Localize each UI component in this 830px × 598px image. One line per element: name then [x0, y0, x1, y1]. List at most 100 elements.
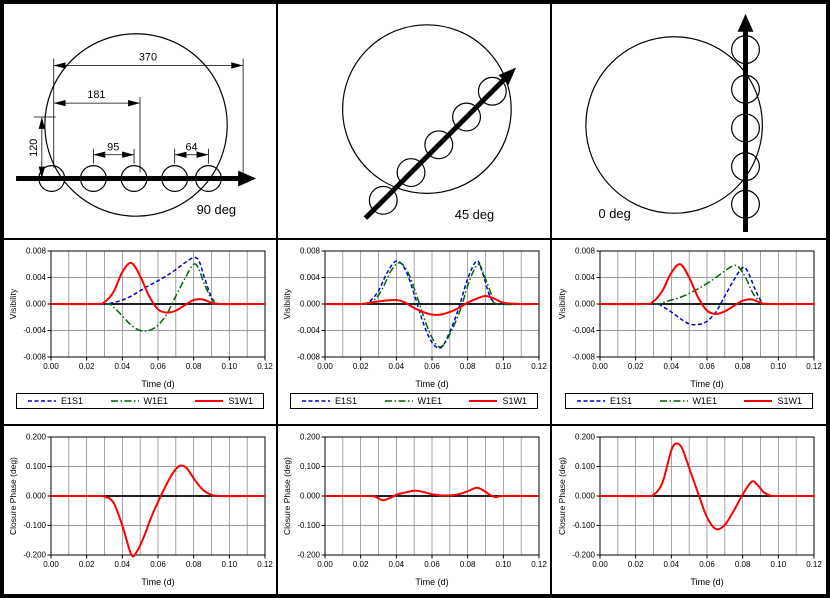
aperture-circle	[585, 36, 763, 214]
legend-line-sample-icon	[302, 400, 330, 402]
svg-text:0.100: 0.100	[26, 462, 47, 471]
svg-text:0.02: 0.02	[79, 560, 95, 569]
panel-visibility-45deg: 0.00 0.02 0.04 0.06 0.08 0.10 0.12 -0.008 -0.004…	[278, 240, 552, 426]
svg-text:0.02: 0.02	[628, 560, 644, 569]
legend-label: W1E1	[417, 396, 443, 406]
legend-label: W1E1	[692, 396, 718, 406]
panel-diagram-45deg: 45 deg	[278, 4, 552, 240]
baseline-arrow-head	[238, 170, 257, 187]
legend-line-sample-icon	[384, 400, 413, 402]
svg-text:-0.004: -0.004	[23, 326, 46, 335]
svg-text:-0.200: -0.200	[297, 551, 320, 560]
closure-phase-chart-45deg: 0.00 0.02 0.04 0.06 0.08 0.10 0.12 -0.200 -0.100…	[282, 433, 547, 587]
svg-text:0.12: 0.12	[257, 362, 273, 371]
aperture-circle	[342, 24, 512, 194]
svg-text:-0.100: -0.100	[297, 521, 320, 530]
visibility-chart-0deg: 0.00 0.02 0.04 0.06 0.08 0.10 0.12 -0.008 -0.004…	[557, 247, 822, 389]
svg-text:0.000: 0.000	[575, 492, 596, 501]
array-diagram-45deg: 45 deg	[342, 24, 517, 222]
svg-text:0.10: 0.10	[222, 362, 238, 371]
svg-text:0.004: 0.004	[575, 273, 596, 282]
svg-text:0.12: 0.12	[257, 560, 273, 569]
svg-text:Visibility: Visibility	[282, 288, 292, 319]
svg-text:0.004: 0.004	[300, 273, 321, 282]
svg-text:0.02: 0.02	[353, 560, 369, 569]
svg-text:Visibility: Visibility	[8, 288, 18, 319]
telescope-circles	[731, 35, 760, 219]
panel-closure-0deg: 0.00 0.02 0.04 0.06 0.08 0.10 0.12 -0.200 -0.100…	[552, 426, 826, 594]
svg-text:0.04: 0.04	[115, 362, 131, 371]
legend-item-s1w1: S1W1	[468, 396, 527, 406]
legend-item-s1w1: S1W1	[194, 396, 253, 406]
svg-text:0.00: 0.00	[43, 560, 59, 569]
svg-text:0.12: 0.12	[806, 560, 822, 569]
svg-text:0.00: 0.00	[592, 362, 608, 371]
svg-text:0.02: 0.02	[79, 362, 95, 371]
svg-text:0.10: 0.10	[496, 560, 512, 569]
svg-text:Time (d): Time (d)	[690, 379, 723, 389]
svg-text:0.04: 0.04	[115, 560, 131, 569]
closure-phase-chart-0deg: 0.00 0.02 0.04 0.06 0.08 0.10 0.12 -0.200 -0.100…	[557, 433, 822, 587]
legend-item-e1s1: E1S1	[301, 396, 357, 406]
svg-text:0.200: 0.200	[575, 433, 596, 442]
legend-line-sample-icon	[577, 400, 605, 402]
svg-text:0.004: 0.004	[26, 273, 47, 282]
svg-text:0.02: 0.02	[628, 362, 644, 371]
svg-text:0.06: 0.06	[424, 560, 440, 569]
svg-text:-0.100: -0.100	[23, 521, 46, 530]
svg-text:0.06: 0.06	[699, 560, 715, 569]
svg-text:0.200: 0.200	[26, 433, 47, 442]
legend-visibility-90deg: E1S1 W1E1 S1W1	[16, 393, 264, 409]
svg-text:Time (d): Time (d)	[415, 577, 448, 587]
telescope-circles	[38, 165, 222, 192]
svg-text:0.000: 0.000	[26, 492, 47, 501]
svg-text:0.06: 0.06	[699, 362, 715, 371]
svg-text:0.00: 0.00	[317, 560, 333, 569]
dim-370-label: 370	[139, 52, 157, 64]
svg-text:0.08: 0.08	[460, 560, 476, 569]
svg-text:0.10: 0.10	[496, 362, 512, 371]
panel-diagram-0deg: 0 deg	[552, 4, 826, 240]
svg-text:-0.100: -0.100	[572, 521, 595, 530]
svg-text:-0.008: -0.008	[23, 353, 46, 362]
svg-text:0.08: 0.08	[735, 362, 751, 371]
svg-text:0.04: 0.04	[664, 560, 680, 569]
panel-closure-90deg: 0.00 0.02 0.04 0.06 0.08 0.10 0.12 -0.200 -0.100…	[4, 426, 278, 594]
legend-label: S1W1	[502, 396, 527, 406]
svg-text:-0.200: -0.200	[23, 551, 46, 560]
svg-text:0.12: 0.12	[806, 362, 822, 371]
svg-text:0.10: 0.10	[771, 362, 787, 371]
svg-text:0.04: 0.04	[389, 560, 405, 569]
panel-closure-45deg: 0.00 0.02 0.04 0.06 0.08 0.10 0.12 -0.200 -0.100…	[278, 426, 552, 594]
closure-phase-chart-90deg: 0.00 0.02 0.04 0.06 0.08 0.10 0.12 -0.200 -0.100…	[8, 433, 273, 587]
legend-label: S1W1	[228, 396, 253, 406]
dim-181-label: 181	[87, 89, 105, 101]
legend-label: W1E1	[143, 396, 169, 406]
svg-text:0.02: 0.02	[353, 362, 369, 371]
svg-text:0.100: 0.100	[575, 462, 596, 471]
svg-text:0.08: 0.08	[186, 560, 202, 569]
angle-label-45deg: 45 deg	[455, 207, 494, 222]
legend-label: E1S1	[335, 396, 358, 406]
baseline-arrow-shaft	[363, 77, 506, 220]
legend-visibility-45deg: E1S1 W1E1 S1W1	[290, 393, 538, 409]
legend-item-w1e1: W1E1	[110, 396, 169, 406]
svg-text:-0.200: -0.200	[572, 551, 595, 560]
legend-line-sample-icon	[110, 400, 139, 402]
svg-text:0.08: 0.08	[735, 560, 751, 569]
dim-120-label: 120	[28, 139, 40, 157]
svg-text:0.04: 0.04	[664, 362, 680, 371]
svg-text:Time (d): Time (d)	[141, 379, 174, 389]
legend-label: E1S1	[61, 396, 84, 406]
svg-text:0.06: 0.06	[424, 362, 440, 371]
legend-line-sample-icon	[469, 400, 498, 402]
svg-text:0.06: 0.06	[150, 560, 166, 569]
legend-item-w1e1: W1E1	[659, 396, 718, 406]
legend-line-sample-icon	[659, 400, 688, 402]
baseline-arrow-head	[498, 67, 517, 86]
panel-diagram-90deg: 370 181 120 95 64 90 deg	[4, 4, 278, 240]
array-diagram-90deg: 370 181 120 95 64 90 deg	[16, 33, 257, 217]
visibility-chart-90deg: 0.00 0.02 0.04 0.06 0.08 0.10 0.12 -0.008 -0.004…	[8, 247, 273, 389]
legend-item-e1s1: E1S1	[27, 396, 83, 406]
